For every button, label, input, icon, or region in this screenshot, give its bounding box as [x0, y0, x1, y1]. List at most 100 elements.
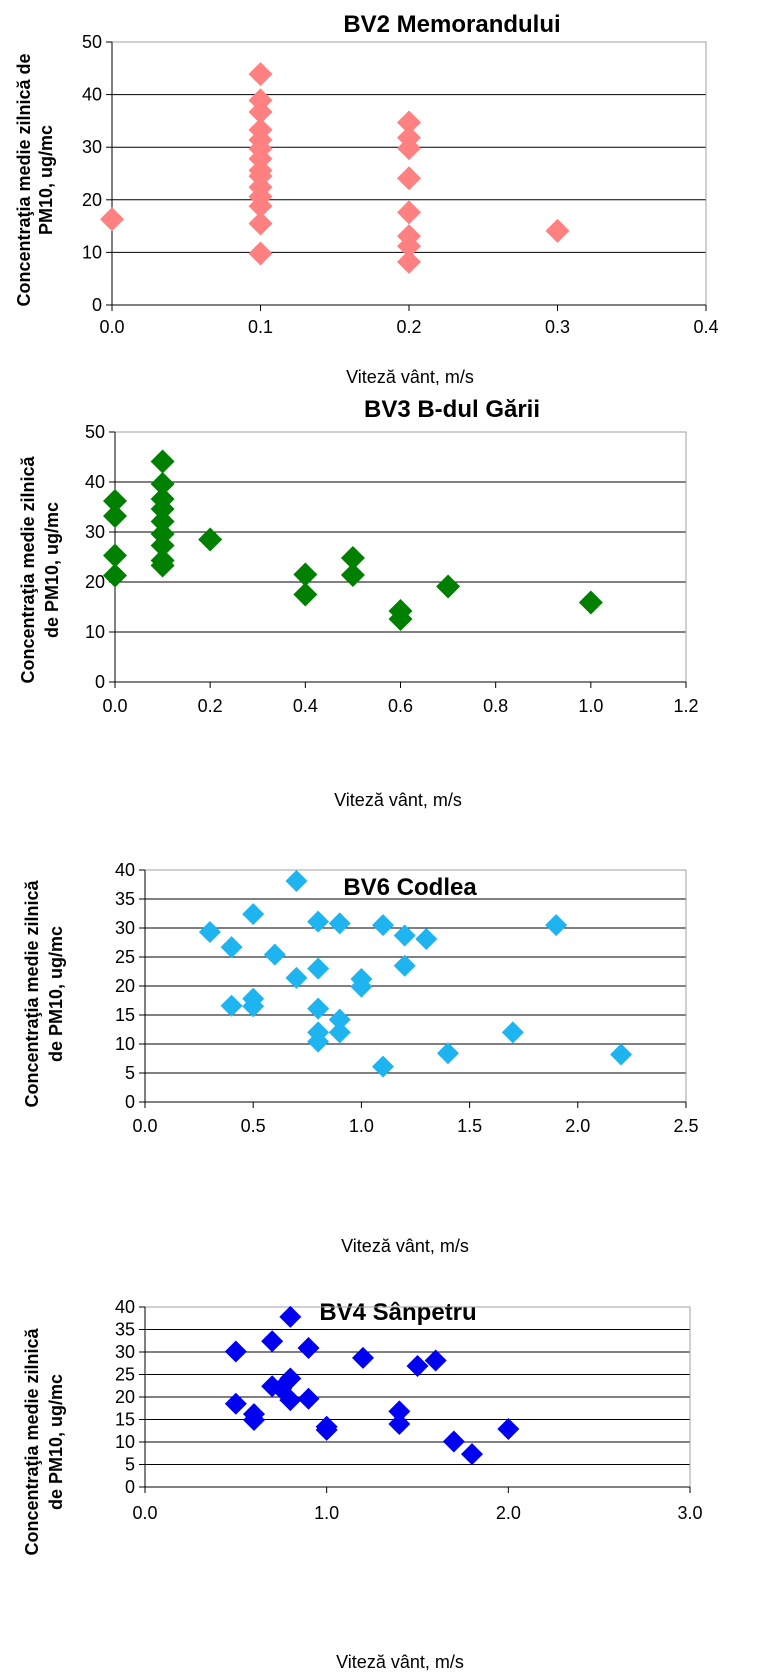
data-point [545, 218, 570, 243]
data-point [279, 1389, 302, 1412]
data-point [307, 997, 330, 1020]
x-tick-label: 0.0 [99, 317, 124, 337]
axes [139, 1306, 691, 1493]
x-axis-label: Viteză vânt, m/s [346, 367, 474, 385]
data-point [150, 497, 175, 521]
y-axis-label-line-1: Concentraţia medie zilnică [22, 879, 42, 1107]
y-axis-label-line-1: Concentraţia medie zilnică de [14, 53, 34, 306]
y-tick-label: 40 [115, 860, 135, 880]
y-tick-label: 0 [92, 295, 102, 315]
data-point [397, 110, 421, 135]
chart-title: BV2 Memorandului [343, 11, 560, 38]
y-axis-label-line-2: de PM10, ug/mc [42, 502, 62, 638]
y-axis-label-line-2: PM10, ug/mc [36, 125, 56, 235]
data-point [261, 1330, 284, 1353]
chart-bv4-sanpetru: BV4 Sânpetru Concentraţia medie zilnică … [22, 1297, 703, 1672]
x-tick-label: 1.0 [314, 1503, 339, 1523]
y-tick-label: 20 [115, 1387, 135, 1407]
y-tick-label: 35 [115, 889, 135, 909]
data-point [150, 472, 175, 496]
data-point [497, 1417, 520, 1440]
data-point [248, 241, 273, 266]
data-point [307, 1030, 330, 1053]
data-points [100, 62, 570, 274]
data-point [315, 1418, 338, 1441]
data-point [328, 1021, 351, 1044]
x-tick-label: 1.2 [673, 696, 698, 716]
data-point [397, 166, 421, 191]
data-point [224, 1340, 247, 1363]
data-point [442, 1430, 465, 1453]
data-point [393, 954, 416, 977]
data-point [285, 870, 308, 893]
data-point [328, 1008, 351, 1031]
y-tick-label: 40 [82, 85, 102, 105]
data-point [103, 489, 127, 513]
data-point [610, 1043, 633, 1066]
x-tick-label: 2.0 [565, 1116, 590, 1136]
data-point [198, 921, 221, 944]
chart-bv2-memorandului: BV2 Memorandului Concentraţia medie ziln… [14, 11, 719, 385]
data-point [424, 1349, 447, 1372]
x-tick-label: 1.0 [349, 1116, 374, 1136]
x-tick-label: 0.0 [132, 1116, 157, 1136]
data-point [436, 1042, 459, 1065]
data-point [388, 607, 413, 631]
x-tick-label: 2.5 [673, 1116, 698, 1136]
axes [109, 431, 687, 688]
data-point [297, 1387, 320, 1410]
x-axis-label: Viteză vânt, m/s [341, 1236, 469, 1256]
data-point [545, 914, 568, 937]
y-tick-label: 0 [125, 1477, 135, 1497]
data-point [397, 249, 421, 274]
data-point [224, 1392, 247, 1415]
x-tick-labels: 0.0 0.2 0.4 0.6 0.8 1.0 1.2 [102, 696, 698, 716]
y-tick-label: 10 [115, 1034, 135, 1054]
data-point [220, 994, 243, 1017]
x-axis-label: Viteză vânt, m/s [336, 1652, 464, 1672]
x-tick-label: 2.0 [496, 1503, 521, 1523]
y-tick-label: 30 [115, 918, 135, 938]
data-point [293, 562, 318, 587]
data-point [352, 1346, 374, 1369]
data-point [150, 533, 175, 558]
data-point [501, 1021, 524, 1044]
data-point [397, 234, 421, 259]
x-tick-label: 3.0 [677, 1503, 702, 1523]
data-point [243, 1408, 265, 1431]
data-points [224, 1305, 520, 1466]
data-point [388, 1413, 411, 1435]
chart-title: BV4 Sânpetru [319, 1299, 476, 1326]
data-point [307, 957, 330, 980]
data-point [279, 1367, 302, 1390]
data-point [293, 582, 318, 607]
data-point [248, 211, 273, 236]
data-point [388, 1400, 411, 1423]
x-tick-label: 0.0 [132, 1503, 157, 1523]
data-point [307, 910, 330, 933]
data-point [397, 136, 421, 161]
data-point [340, 546, 365, 570]
y-tick-label: 30 [85, 522, 105, 542]
data-point [103, 563, 127, 588]
y-tick-label: 20 [115, 976, 135, 996]
y-axis-label-line-2: de PM10, ug/mc [46, 1374, 66, 1510]
data-point [372, 1055, 395, 1078]
plot-area-border [114, 431, 687, 683]
data-point [406, 1354, 429, 1377]
data-point [103, 543, 127, 568]
y-tick-label: 30 [115, 1342, 135, 1362]
y-tick-label: 35 [115, 1320, 135, 1340]
y-tick-label: 10 [85, 622, 105, 642]
y-tick-label: 20 [85, 572, 105, 592]
data-point [100, 207, 124, 232]
chart-title: BV3 B-dul Gării [364, 396, 540, 423]
y-tick-label: 50 [85, 422, 105, 442]
data-point [248, 194, 273, 219]
data-point [372, 914, 395, 937]
y-axis-label-line-2: de PM10, ug/mc [46, 926, 66, 1062]
x-tick-label: 1.5 [457, 1116, 482, 1136]
x-tick-label: 0.3 [545, 317, 570, 337]
y-tick-label: 0 [95, 672, 105, 692]
